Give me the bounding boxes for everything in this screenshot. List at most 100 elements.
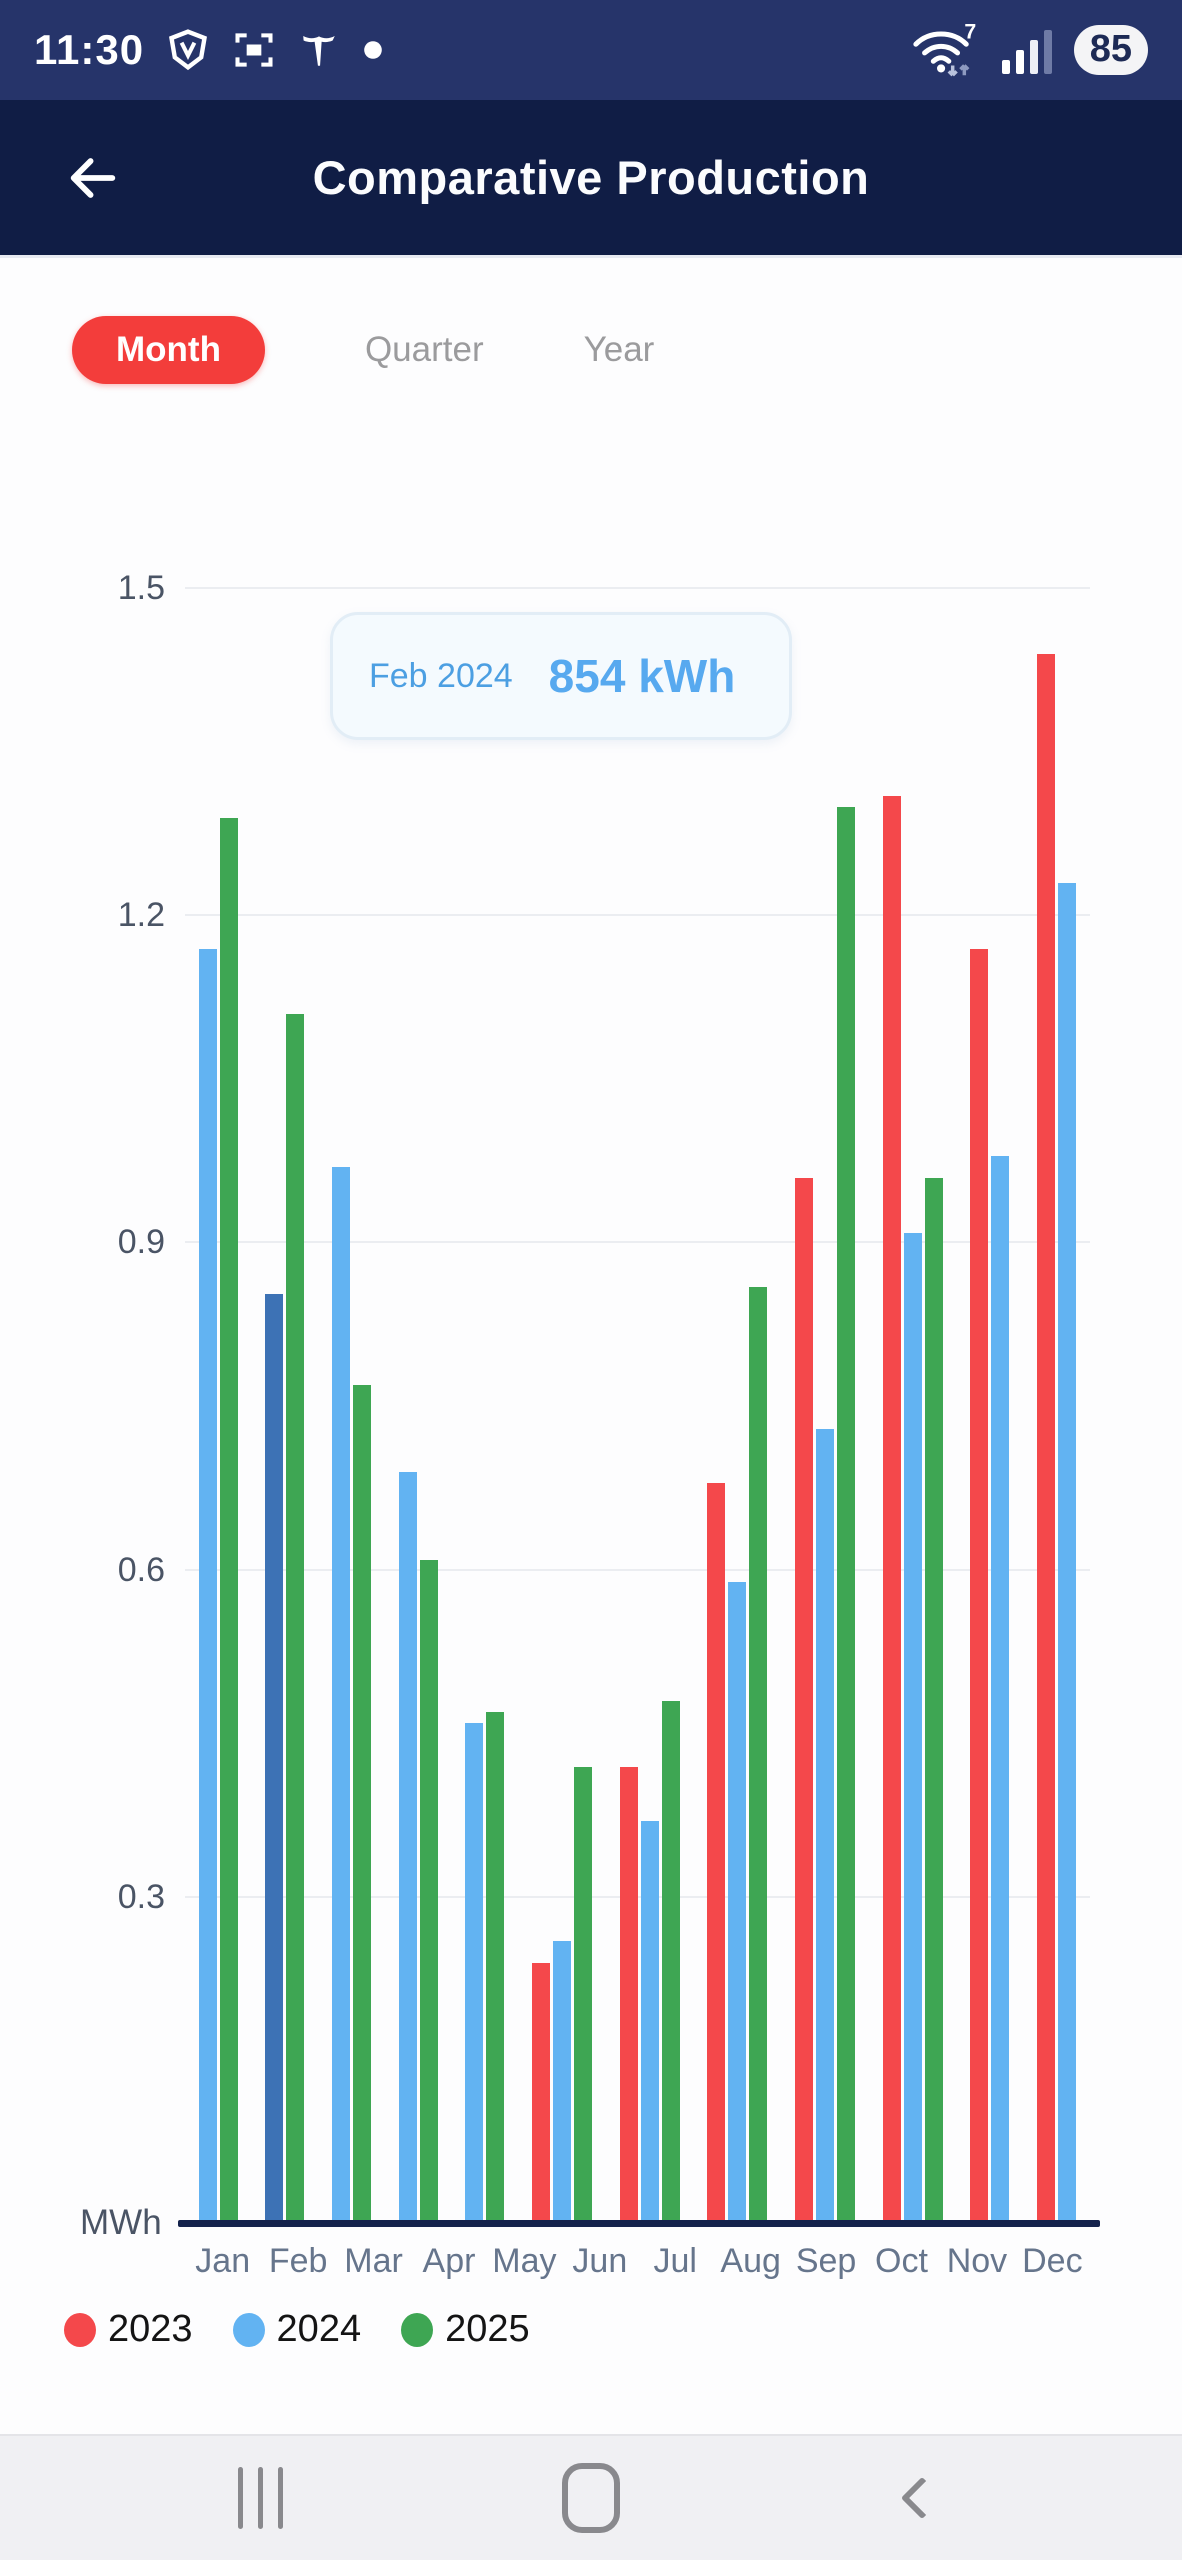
bar-aug-2025[interactable] xyxy=(749,1287,768,2225)
recents-icon xyxy=(237,2467,283,2529)
y-tick-label: 0.9 xyxy=(117,1223,165,1262)
bar-sep-2025[interactable] xyxy=(837,807,856,2225)
bar-jun-2024[interactable] xyxy=(553,1941,572,2225)
bar-mar-2024[interactable] xyxy=(332,1167,351,2225)
x-tick-label-apr: Apr xyxy=(422,2242,476,2280)
tab-year[interactable]: Year xyxy=(583,330,655,369)
bar-apr-2025[interactable] xyxy=(419,1559,438,2225)
gridline-0.9: 0.9 xyxy=(118,1223,1090,1261)
x-tick-label-dec: Dec xyxy=(1022,2242,1083,2280)
notification-dot-icon xyxy=(362,39,384,61)
bar-group-oct xyxy=(882,589,943,2225)
back-button[interactable] xyxy=(58,143,128,213)
bar-apr-2024[interactable] xyxy=(398,1472,417,2225)
bar-oct-2023[interactable] xyxy=(882,796,901,2225)
bar-may-2024[interactable] xyxy=(465,1723,484,2225)
bar-jun-2023[interactable] xyxy=(532,1963,551,2225)
bar-aug-2024[interactable] xyxy=(728,1581,747,2225)
gridline-0.6: 0.6 xyxy=(118,1551,1090,1589)
bar-jun-2025[interactable] xyxy=(574,1766,593,2225)
legend-dot-icon xyxy=(232,2312,265,2347)
bar-may-2025[interactable] xyxy=(486,1712,505,2225)
legend-item-2023: 2023 xyxy=(64,2308,193,2351)
x-tick-label-nov: Nov xyxy=(946,2242,1008,2280)
screenshot-icon xyxy=(232,28,276,72)
bar-group-feb xyxy=(265,589,305,2225)
back-nav-button[interactable] xyxy=(877,2453,967,2543)
gridline-1.5: 1.5 xyxy=(118,569,1090,607)
x-axis-line xyxy=(178,2220,1100,2227)
x-tick-label-jan: Jan xyxy=(195,2242,251,2280)
bar-group-jul xyxy=(619,589,680,2225)
chart-plot: 1.5 1.2 0.9 0.6 0.3 xyxy=(118,569,1090,2225)
bar-series-container xyxy=(185,589,1090,2225)
bar-sep-2023[interactable] xyxy=(795,1177,814,2225)
bar-nov-2023[interactable] xyxy=(970,948,989,2225)
bar-group-mar xyxy=(332,589,372,2225)
bar-group-apr xyxy=(398,589,438,2225)
tab-month[interactable]: Month xyxy=(72,316,265,384)
chart-legend: 2023 2024 2025 xyxy=(64,2308,530,2351)
bar-jan-2025[interactable] xyxy=(219,818,238,2225)
x-axis-labels: Jan Feb Mar Apr May Jun Jul Aug Sep Oct Nov Dec xyxy=(185,2242,1090,2281)
header-divider xyxy=(0,255,1182,258)
wifi-generation-label: 7 xyxy=(964,19,976,43)
gridline-1.2: 1.2 xyxy=(118,896,1090,934)
bar-jan-2024[interactable] xyxy=(198,948,217,2225)
bar-group-jun xyxy=(532,589,593,2225)
bar-group-sep xyxy=(795,589,856,2225)
bar-jul-2025[interactable] xyxy=(661,1701,680,2225)
bar-aug-2023[interactable] xyxy=(707,1483,726,2225)
period-tabs: Month Quarter Year xyxy=(72,316,654,384)
x-tick-label-sep: Sep xyxy=(795,2242,857,2280)
battery-indicator: 85 xyxy=(1073,25,1148,75)
y-tick-label: 0.6 xyxy=(117,1550,165,1589)
bar-group-jan xyxy=(198,589,238,2225)
legend-label: 2023 xyxy=(108,2308,193,2350)
bar-dec-2024[interactable] xyxy=(1058,883,1077,2225)
bar-dec-2023[interactable] xyxy=(1037,654,1056,2225)
bar-group-aug xyxy=(707,589,768,2225)
home-button[interactable] xyxy=(546,2453,636,2543)
x-tick-label-mar: Mar xyxy=(344,2242,403,2280)
y-tick-label: 0.3 xyxy=(117,1877,165,1916)
tooltip-period: Feb 2024 xyxy=(369,656,513,695)
home-icon xyxy=(562,2463,620,2533)
bar-oct-2025[interactable] xyxy=(924,1177,943,2225)
status-bar: 11:30 7 xyxy=(0,0,1182,100)
tab-quarter[interactable]: Quarter xyxy=(364,330,484,369)
legend-label: 2025 xyxy=(445,2308,530,2350)
legend-item-2025: 2025 xyxy=(401,2308,530,2351)
system-navigation-bar xyxy=(0,2434,1182,2560)
legend-dot-icon xyxy=(401,2312,434,2347)
recents-button[interactable] xyxy=(215,2453,305,2543)
arrow-left-icon xyxy=(70,157,116,198)
bar-nov-2024[interactable] xyxy=(991,1156,1010,2225)
signal-strength-icon xyxy=(1000,24,1056,76)
x-tick-label-jul: Jul xyxy=(653,2242,697,2280)
legend-dot-icon xyxy=(64,2312,96,2347)
y-axis-unit-label: MWh xyxy=(80,2203,162,2242)
bar-feb-2025[interactable] xyxy=(286,1014,305,2225)
back-icon xyxy=(900,2476,944,2520)
bar-group-nov xyxy=(970,589,1010,2225)
app-header: Comparative Production xyxy=(0,100,1182,255)
bar-sep-2024[interactable] xyxy=(816,1428,835,2225)
x-tick-label-jun: Jun xyxy=(572,2242,628,2280)
x-tick-label-aug: Aug xyxy=(720,2242,781,2280)
x-tick-label-oct: Oct xyxy=(875,2242,928,2280)
bar-oct-2024[interactable] xyxy=(903,1232,922,2225)
x-tick-label-may: May xyxy=(492,2242,557,2280)
bar-group-dec xyxy=(1037,589,1077,2225)
bar-jul-2024[interactable] xyxy=(640,1821,659,2225)
clock: 11:30 xyxy=(34,26,145,73)
wifi-icon: 7 xyxy=(904,19,982,81)
bar-feb-2024-selected[interactable] xyxy=(265,1293,284,2225)
legend-label: 2024 xyxy=(276,2308,362,2350)
tooltip-value: 854 kWh xyxy=(548,650,736,702)
bar-mar-2025[interactable] xyxy=(353,1385,372,2225)
vpn-shield-icon xyxy=(166,28,210,72)
bar-jul-2023[interactable] xyxy=(619,1766,638,2225)
chart-tooltip: Feb 2024 854 kWh xyxy=(330,612,792,740)
